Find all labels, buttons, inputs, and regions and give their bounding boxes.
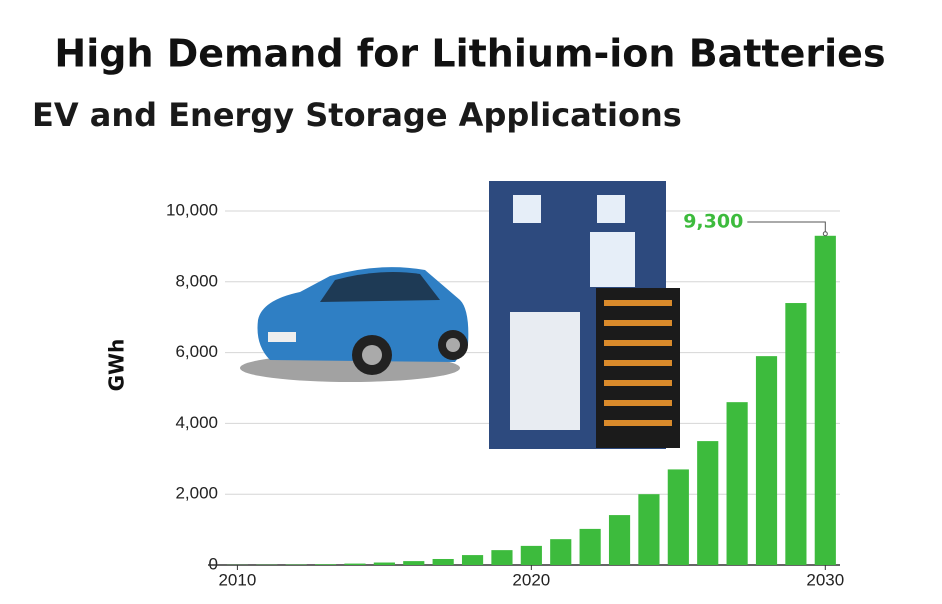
bar <box>785 303 807 565</box>
bar <box>344 563 366 565</box>
bar <box>667 469 689 565</box>
bar <box>550 539 572 565</box>
label-leader-dot <box>822 231 828 237</box>
bar <box>814 235 836 565</box>
y-tick-label: 8,000 <box>175 271 218 290</box>
bar <box>520 545 542 565</box>
y-tick-label: 10,000 <box>166 200 218 219</box>
bar <box>638 494 660 565</box>
y-tick-label: 2,000 <box>175 484 218 503</box>
bar <box>726 402 748 565</box>
bar <box>314 564 337 565</box>
chart-subtitle: EV and Energy Storage Applications <box>32 96 682 134</box>
y-axis-label: GWh <box>105 339 129 392</box>
data-label: 9,300 <box>683 211 743 233</box>
bar <box>373 562 395 565</box>
y-tick-label: 0 <box>209 554 218 573</box>
bar <box>697 441 719 565</box>
storage-image <box>489 181 680 449</box>
x-tick-label: 2010 <box>218 570 256 589</box>
chart-title: High Demand for Lithium-ion Batteries <box>54 32 885 76</box>
label-leader <box>747 221 826 234</box>
bar <box>491 550 513 565</box>
x-tick-label: 2020 <box>512 570 550 589</box>
car-image <box>240 267 469 382</box>
bar <box>608 515 631 565</box>
bar <box>432 558 454 565</box>
y-tick-label: 4,000 <box>175 413 218 432</box>
bar <box>403 561 425 565</box>
y-tick-label: 6,000 <box>175 342 218 361</box>
bar <box>755 356 778 565</box>
bar <box>461 555 484 565</box>
x-tick-label: 2030 <box>806 570 844 589</box>
bar <box>579 528 601 565</box>
